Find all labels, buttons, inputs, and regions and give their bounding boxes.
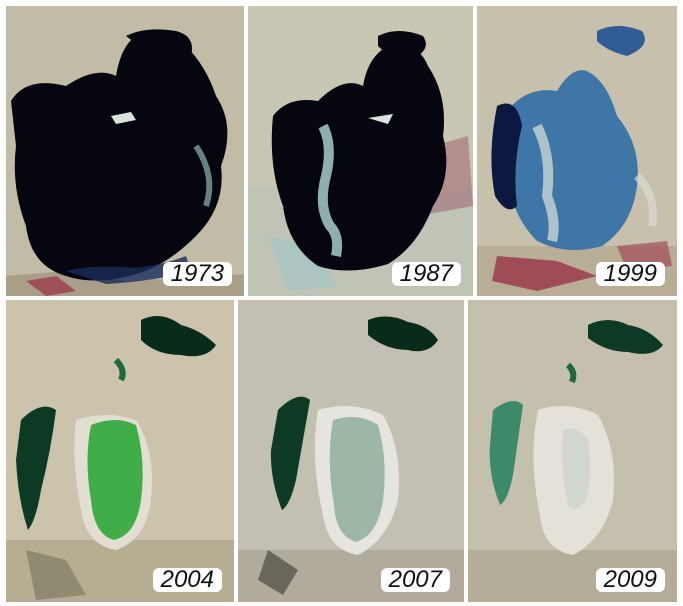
satellite-image-2004 (6, 300, 234, 602)
panel-2007: 2007 (238, 300, 464, 602)
year-label: 2009 (595, 568, 665, 592)
year-label: 1987 (391, 262, 461, 286)
panel-1987: 1987 (248, 6, 473, 296)
panel-1973: 1973 (6, 6, 244, 296)
year-label: 1973 (162, 262, 232, 286)
satellite-image-2009 (468, 300, 677, 602)
panel-2009: 2009 (468, 300, 677, 602)
year-label: 2004 (152, 568, 222, 592)
satellite-image-1987 (248, 6, 473, 296)
panel-1999: 1999 (477, 6, 677, 296)
panel-2004: 2004 (6, 300, 234, 602)
satellite-image-1999 (477, 6, 677, 296)
satellite-image-2007 (238, 300, 464, 602)
year-label: 1999 (595, 262, 665, 286)
year-label: 2007 (380, 568, 450, 592)
satellite-image-1973 (6, 6, 244, 296)
